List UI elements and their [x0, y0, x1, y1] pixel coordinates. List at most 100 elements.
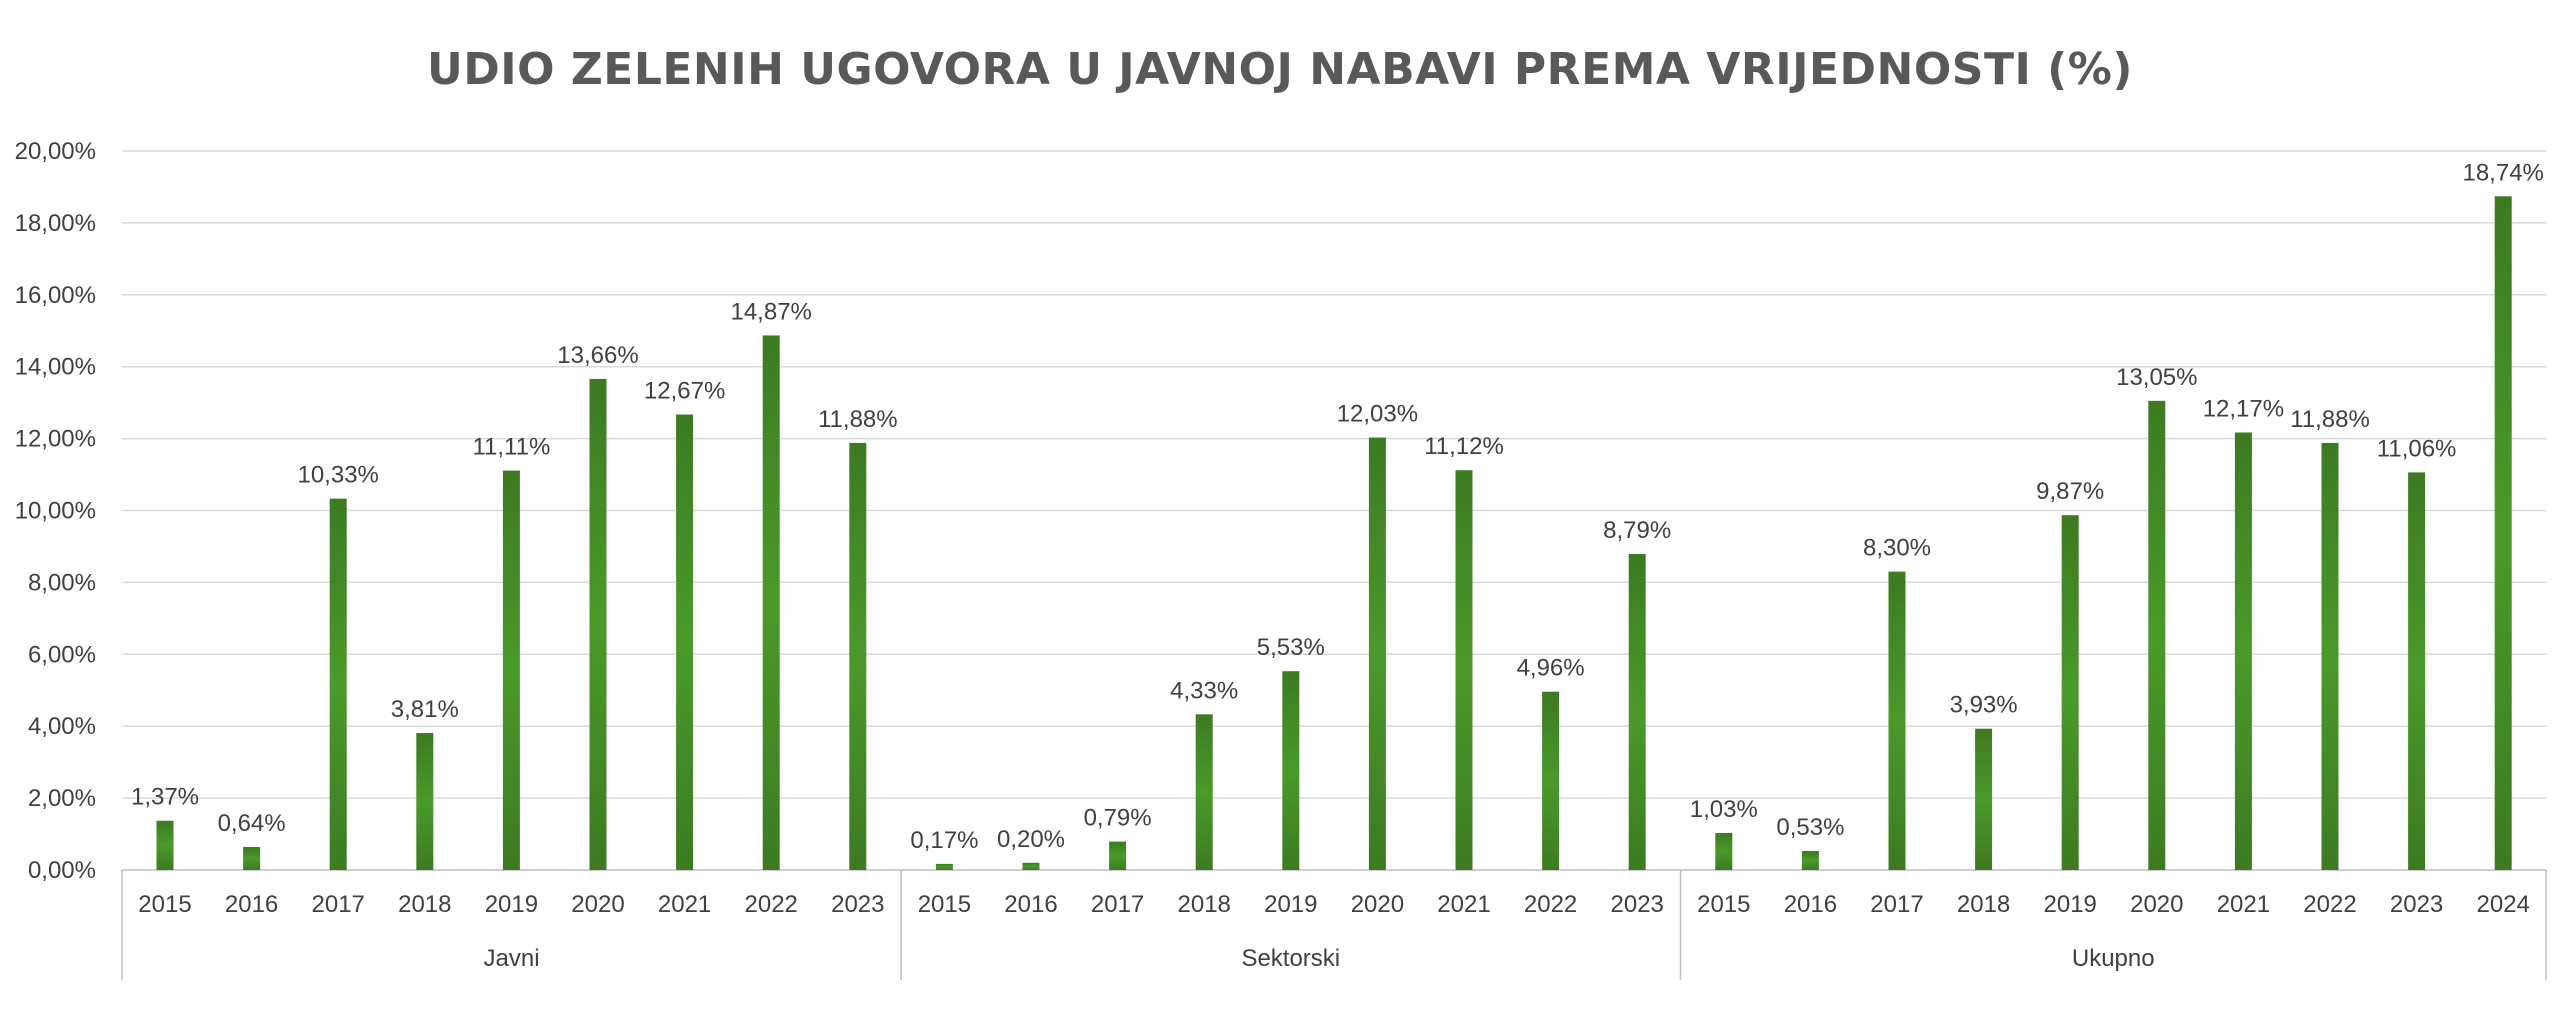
bar-sektorski-2020 — [1368, 437, 1386, 870]
bar-javni-2017 — [329, 498, 347, 870]
x-tick-label: 2021 — [1437, 891, 1490, 918]
data-label: 13,05% — [2116, 364, 2197, 391]
y-axis: 0,00% 2,00% 4,00% 6,00% 8,00% 10,00% 12,00% 14,… — [15, 138, 96, 884]
bar-sektorski-2023 — [1628, 553, 1646, 870]
data-label: 9,87% — [2036, 478, 2104, 505]
bar-javni-2021 — [676, 414, 694, 870]
bar-javni-2020 — [589, 378, 607, 870]
data-label: 5,53% — [1257, 634, 1325, 661]
x-tick-label: 2020 — [1351, 891, 1404, 918]
data-label: 11,88% — [2290, 406, 2370, 433]
data-label: 11,11% — [472, 434, 550, 461]
y-tick-label: 8,00% — [28, 569, 96, 596]
bar-javni-2022 — [762, 335, 780, 871]
data-label: 11,12% — [1424, 433, 1504, 460]
bar-ukupno-2015 — [1715, 832, 1733, 870]
x-tick-label: 2019 — [2044, 891, 2097, 918]
bars — [156, 196, 2512, 871]
data-label: 0,20% — [997, 826, 1065, 853]
y-tick-label: 18,00% — [15, 210, 96, 237]
x-tick-label: 2022 — [1524, 891, 1577, 918]
bar-ukupno-2017 — [1888, 571, 1906, 870]
x-tick-label: 2015 — [918, 891, 971, 918]
x-tick-label: 2023 — [2390, 891, 2443, 918]
gridlines — [122, 150, 2546, 871]
bar-sektorski-2016 — [1022, 862, 1040, 870]
bar-javni-2019 — [502, 470, 520, 870]
data-label: 12,67% — [644, 378, 725, 405]
x-tick-label: 2018 — [1957, 891, 2010, 918]
data-label: 8,30% — [1863, 535, 1931, 562]
bar-javni-2016 — [243, 846, 261, 870]
bar-sektorski-2019 — [1282, 671, 1300, 870]
bar-javni-2015 — [156, 820, 174, 870]
y-tick-label: 16,00% — [15, 282, 96, 309]
y-tick-label: 2,00% — [28, 785, 96, 812]
x-tick-label: 2018 — [1178, 891, 1231, 918]
data-label: 10,33% — [297, 462, 378, 489]
data-label: 0,53% — [1776, 814, 1844, 841]
data-label: 4,96% — [1517, 655, 1585, 682]
x-tick-label: 2019 — [1264, 891, 1317, 918]
x-tick-label: 2020 — [571, 891, 624, 918]
bar-ukupno-2020 — [2148, 400, 2166, 870]
x-tick-label: 2015 — [1697, 891, 1750, 918]
x-tick-label: 2016 — [1004, 891, 1057, 918]
bar-sektorski-2015 — [935, 863, 953, 870]
bar-ukupno-2016 — [1801, 850, 1819, 870]
bar-javni-2018 — [416, 733, 434, 870]
data-label: 1,37% — [131, 784, 199, 811]
x-tick-label: 2015 — [138, 891, 191, 918]
data-label: 13,66% — [557, 342, 638, 369]
y-tick-label: 6,00% — [28, 641, 96, 668]
y-tick-label: 0,00% — [28, 857, 96, 884]
y-tick-label: 4,00% — [28, 713, 96, 740]
x-tick-label: 2021 — [2217, 891, 2270, 918]
data-label: 18,74% — [2462, 159, 2543, 186]
data-label: 11,88% — [818, 406, 898, 433]
x-tick-label: 2024 — [2477, 891, 2530, 918]
bar-ukupno-2023 — [2408, 472, 2426, 870]
x-tick-label: 2020 — [2130, 891, 2183, 918]
y-tick-label: 12,00% — [15, 426, 96, 453]
group-label-javni: Javni — [484, 945, 540, 972]
data-label: 11,06% — [2377, 435, 2457, 462]
bar-sektorski-2022 — [1542, 691, 1560, 870]
data-label: 14,87% — [730, 298, 811, 325]
data-label: 3,93% — [1950, 692, 2018, 719]
data-label: 8,79% — [1603, 517, 1671, 544]
x-tick-label: 2023 — [1611, 891, 1664, 918]
x-tick-label: 2022 — [745, 891, 798, 918]
data-labels: 1,37% 0,64% 10,33% 3,81% 11,11% 13,66%12,67% 1… — [131, 159, 2544, 854]
bar-sektorski-2017 — [1109, 841, 1127, 870]
bar-ukupno-2021 — [2234, 432, 2252, 870]
x-axis: 2015 2016 2017 2018 2019 2020 2021 2022 2023 2015… — [121, 870, 2547, 980]
x-tick-label: 2017 — [1870, 891, 1923, 918]
x-tick-label: 2016 — [225, 891, 278, 918]
data-label: 1,03% — [1690, 796, 1758, 823]
bar-ukupno-2022 — [2321, 442, 2339, 870]
x-tick-label: 2017 — [1091, 891, 1144, 918]
bar-ukupno-2024 — [2494, 196, 2512, 870]
x-tick-label: 2018 — [398, 891, 451, 918]
y-tick-label: 10,00% — [15, 498, 96, 525]
x-tick-label: 2023 — [831, 891, 884, 918]
data-label: 4,33% — [1170, 677, 1238, 704]
data-label: 3,81% — [391, 696, 459, 723]
x-tick-label: 2016 — [1784, 891, 1837, 918]
x-tick-label: 2022 — [2303, 891, 2356, 918]
bar-sektorski-2021 — [1455, 470, 1473, 870]
data-label: 0,17% — [910, 827, 978, 854]
bar-javni-2023 — [849, 442, 867, 870]
group-label-sektorski: Sektorski — [1241, 945, 1340, 972]
bar-ukupno-2018 — [1975, 728, 1993, 870]
data-label: 12,03% — [1337, 401, 1418, 428]
x-tick-label: 2021 — [658, 891, 711, 918]
group-label-ukupno: Ukupno — [2072, 945, 2155, 972]
x-tick-label: 2017 — [312, 891, 365, 918]
data-label: 0,64% — [218, 810, 286, 837]
data-label: 12,17% — [2203, 395, 2284, 422]
bar-ukupno-2019 — [2061, 515, 2079, 870]
